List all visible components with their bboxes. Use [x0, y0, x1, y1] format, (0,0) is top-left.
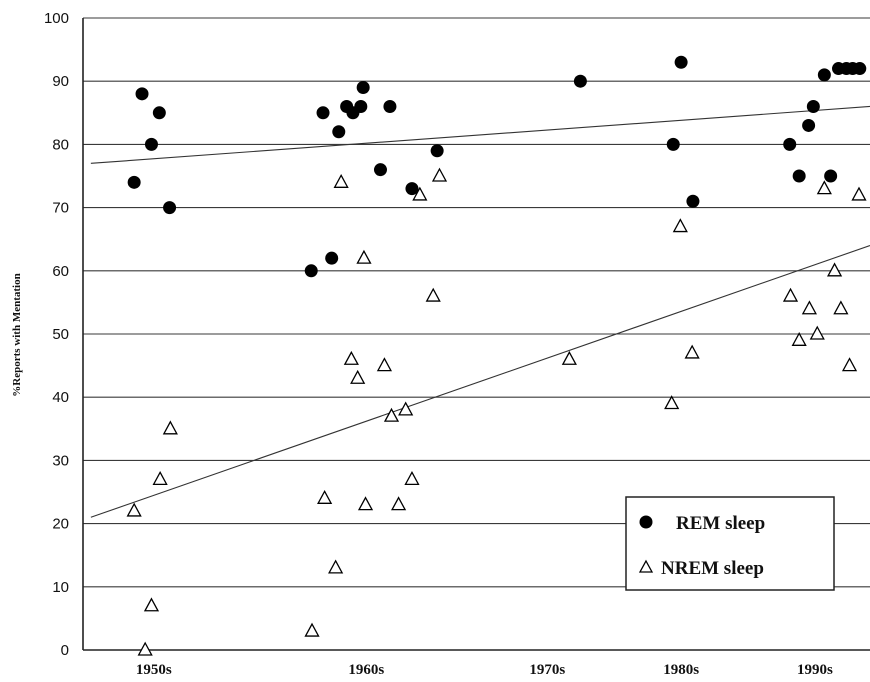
- nrem-point: [137, 641, 153, 656]
- rem-point: [356, 81, 370, 95]
- nrem-point: [317, 489, 333, 504]
- data-points: [126, 55, 867, 656]
- x-tick-label: 1970s: [529, 662, 565, 678]
- nrem-point: [782, 287, 799, 302]
- rem-point: [666, 137, 680, 151]
- rem-point: [316, 106, 330, 120]
- legend-nrem-marker: [638, 559, 654, 573]
- rem-point: [405, 182, 419, 196]
- y-tick-label: 30: [52, 452, 69, 469]
- trend-lines: [90, 105, 870, 518]
- nrem-point: [404, 470, 420, 486]
- y-axis-label: %Reports with Mentation: [11, 273, 23, 396]
- rem-point: [783, 137, 797, 151]
- nrem-point: [152, 470, 168, 486]
- legend-nrem-label: NREM sleep: [661, 558, 764, 579]
- legend-box: [625, 496, 835, 591]
- nrem-point: [412, 186, 428, 201]
- rem-point: [163, 201, 177, 215]
- nrem-point: [350, 369, 366, 384]
- rem-point: [325, 251, 339, 265]
- rem-point: [144, 137, 158, 151]
- rem-point: [817, 68, 831, 82]
- y-tick-label: 70: [52, 200, 69, 217]
- x-tick-label: 1950s: [136, 662, 172, 678]
- x-tick-label: 1980s: [663, 662, 699, 678]
- nrem-point: [841, 357, 858, 372]
- trend-line: [90, 105, 870, 164]
- x-tick-labels: 1950s 1960s 1970s 1980s 1990s: [136, 662, 833, 678]
- nrem-point: [833, 300, 849, 315]
- nrem-point: [826, 262, 843, 277]
- nrem-point: [126, 502, 142, 517]
- nrem-point: [162, 420, 178, 435]
- rem-point: [802, 118, 816, 132]
- nrem-point: [561, 350, 577, 365]
- nrem-point: [791, 331, 807, 346]
- trend-line: [90, 245, 870, 518]
- rem-point: [152, 106, 166, 120]
- nrem-point: [343, 350, 359, 365]
- rem-point: [332, 125, 346, 139]
- rem-point: [354, 99, 368, 113]
- rem-point: [573, 74, 587, 88]
- nrem-point: [376, 357, 393, 372]
- rem-point: [853, 62, 867, 76]
- x-tick-label: 1990s: [797, 662, 833, 678]
- legend-rem-label: REM sleep: [676, 513, 765, 534]
- y-tick-label: 10: [52, 579, 69, 596]
- y-tick-label: 90: [52, 73, 69, 90]
- nrem-point: [809, 325, 825, 340]
- y-tick-label: 60: [52, 263, 69, 280]
- rem-point: [806, 99, 820, 113]
- legend-rem-marker: [639, 515, 653, 529]
- y-tick-label: 0: [61, 642, 69, 659]
- rem-point: [674, 55, 688, 69]
- nrem-point: [333, 173, 349, 188]
- rem-point: [373, 163, 387, 177]
- nrem-point: [684, 344, 700, 359]
- nrem-point: [143, 597, 160, 612]
- nrem-point: [816, 180, 832, 195]
- nrem-point: [390, 496, 407, 511]
- rem-point: [792, 169, 806, 183]
- nrem-point: [356, 249, 372, 264]
- y-tick-label: 20: [52, 516, 69, 533]
- rem-point: [304, 264, 318, 278]
- nrem-point: [398, 401, 414, 416]
- nrem-point: [328, 559, 344, 574]
- axes: [82, 18, 870, 651]
- y-tick-label: 100: [44, 10, 69, 27]
- y-tick-label: 50: [52, 326, 69, 343]
- nrem-point: [357, 496, 374, 511]
- nrem-point: [383, 407, 400, 422]
- nrem-point: [425, 287, 441, 302]
- y-tick-label: 40: [52, 389, 69, 406]
- rem-point: [430, 144, 444, 158]
- x-tick-label: 1960s: [348, 662, 384, 678]
- nrem-point: [672, 218, 688, 233]
- nrem-point: [431, 167, 448, 182]
- nrem-point: [851, 186, 867, 201]
- legend: REM sleep NREM sleep: [625, 496, 835, 591]
- gridlines: [83, 17, 870, 588]
- rem-point: [383, 99, 397, 113]
- nrem-point: [304, 622, 320, 637]
- rem-point: [686, 194, 700, 208]
- rem-point: [824, 169, 838, 183]
- rem-point: [127, 175, 141, 189]
- nrem-point: [664, 395, 680, 410]
- rem-point: [135, 87, 149, 101]
- nrem-point: [801, 300, 817, 315]
- y-tick-label: 80: [52, 136, 69, 153]
- y-tick-labels: 0 10 20 30 40 50 60 70 80 90 100: [44, 10, 69, 659]
